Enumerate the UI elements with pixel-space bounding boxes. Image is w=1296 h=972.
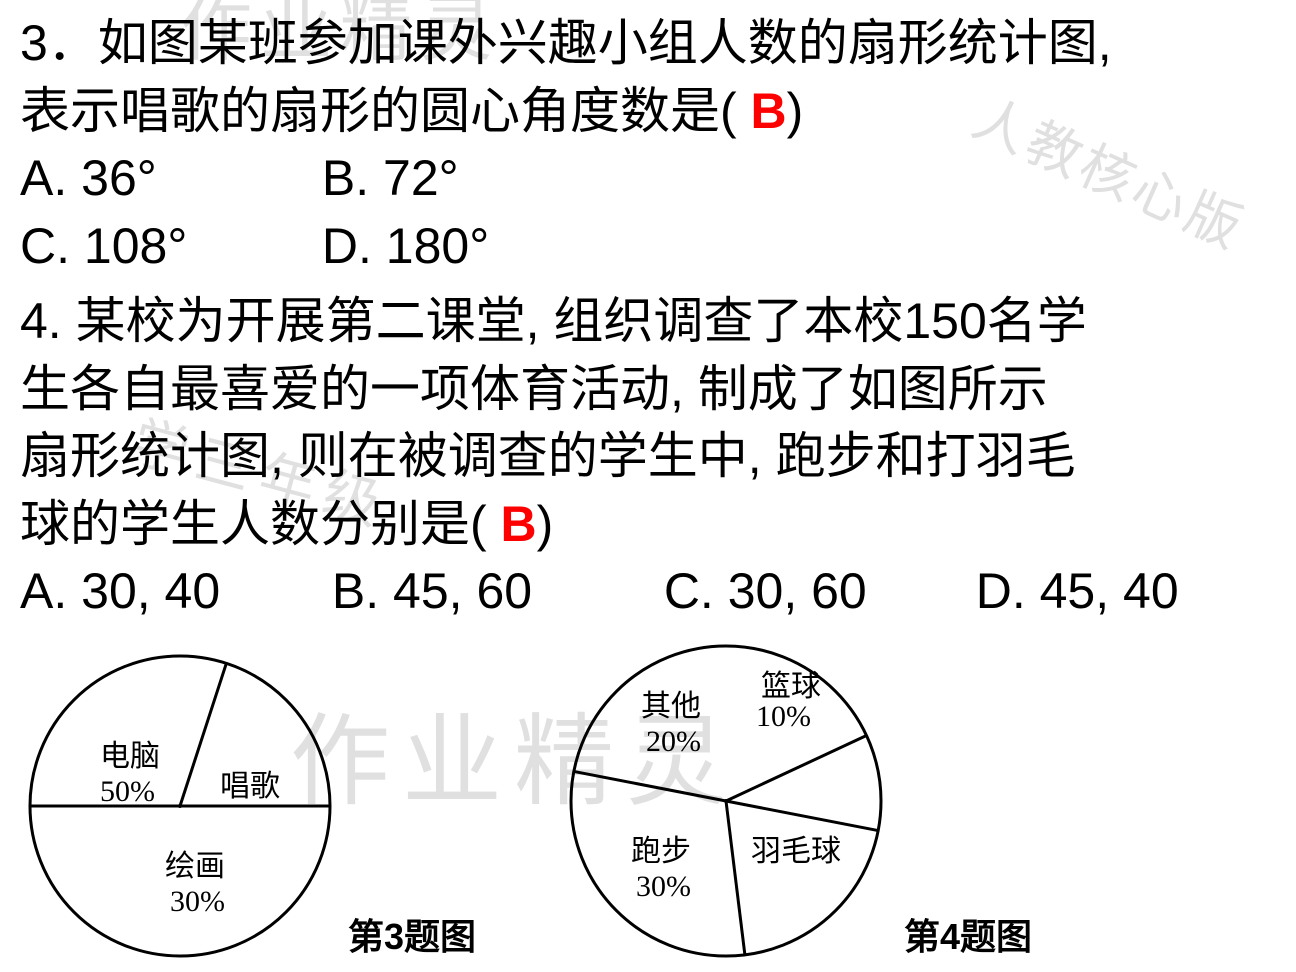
q4-line1: 4. 某校为开展第二课堂, 组织调查了本校150名学: [20, 293, 1087, 349]
figure-3-block: 电脑50% 唱歌绘画30% 第3题图: [20, 646, 476, 966]
question-3: 3．如图某班参加课外兴趣小组人数的扇形统计图, 表示唱歌的扇形的圆心角度数是( …: [20, 10, 1276, 145]
figure-4-block: 篮球10% 其他20% 跑步30% 羽毛球 第4题图: [556, 636, 1032, 966]
q4-opt-d: D. 45, 40: [976, 558, 1179, 626]
q3-line2: 表示唱歌的扇形的圆心角度数是(: [20, 83, 751, 139]
q3-line1: 3．如图某班参加课外兴趣小组人数的扇形统计图,: [20, 15, 1112, 71]
svg-text:篮球: 篮球: [761, 670, 821, 703]
q3-answer: B: [751, 83, 787, 139]
svg-text:羽毛球: 羽毛球: [751, 835, 841, 868]
figure-3-label: 第3题图: [348, 908, 476, 960]
q4-line2: 生各自最喜爱的一项体育活动, 制成了如图所示: [20, 361, 1048, 417]
pie-chart-q4: 篮球10% 其他20% 跑步30% 羽毛球: [556, 636, 896, 966]
svg-text:绘画: 绘画: [165, 850, 225, 883]
q3-options-row1: A. 36° B. 72°: [20, 145, 1276, 213]
q3-opt-a: A. 36°: [20, 145, 280, 213]
q4-line3: 扇形统计图, 则在被调查的学生中, 跑步和打羽毛: [20, 428, 1076, 484]
svg-text:跑步: 跑步: [631, 835, 691, 868]
svg-text:30%: 30%: [170, 885, 225, 918]
figure-4-label: 第4题图: [904, 908, 1032, 960]
q4-opt-b: B. 45, 60: [332, 558, 622, 626]
svg-text:唱歌: 唱歌: [220, 770, 280, 803]
svg-text:其他: 其他: [641, 690, 701, 723]
q4-opt-c: C. 30, 60: [664, 558, 934, 626]
svg-text:电脑: 电脑: [100, 740, 160, 773]
q3-opt-b: B. 72°: [322, 145, 459, 213]
svg-text:20%: 20%: [646, 725, 701, 758]
q4-opt-a: A. 30, 40: [20, 558, 290, 626]
q4-answer: B: [501, 496, 537, 552]
figures-row: 电脑50%唱歌绘画30% 第3题图 篮球10%其他20%跑步30%羽毛球 第4题…: [20, 636, 1276, 966]
q3-options-row2: C. 108° D. 180°: [20, 213, 1276, 281]
q4-close: ): [537, 496, 554, 552]
pie-chart-q3: 电脑50% 唱歌绘画30%: [20, 646, 340, 966]
q3-close: ): [787, 83, 804, 139]
svg-text:50%: 50%: [100, 775, 155, 808]
q4-line4: 球的学生人数分别是(: [20, 496, 501, 552]
q3-opt-d: D. 180°: [322, 213, 489, 281]
q3-opt-c: C. 108°: [20, 213, 280, 281]
svg-text:10%: 10%: [756, 700, 811, 733]
svg-text:30%: 30%: [636, 870, 691, 903]
question-4: 4. 某校为开展第二课堂, 组织调查了本校150名学 生各自最喜爱的一项体育活动…: [20, 288, 1276, 558]
q4-options: A. 30, 40 B. 45, 60 C. 30, 60 D. 45, 40: [20, 558, 1276, 626]
